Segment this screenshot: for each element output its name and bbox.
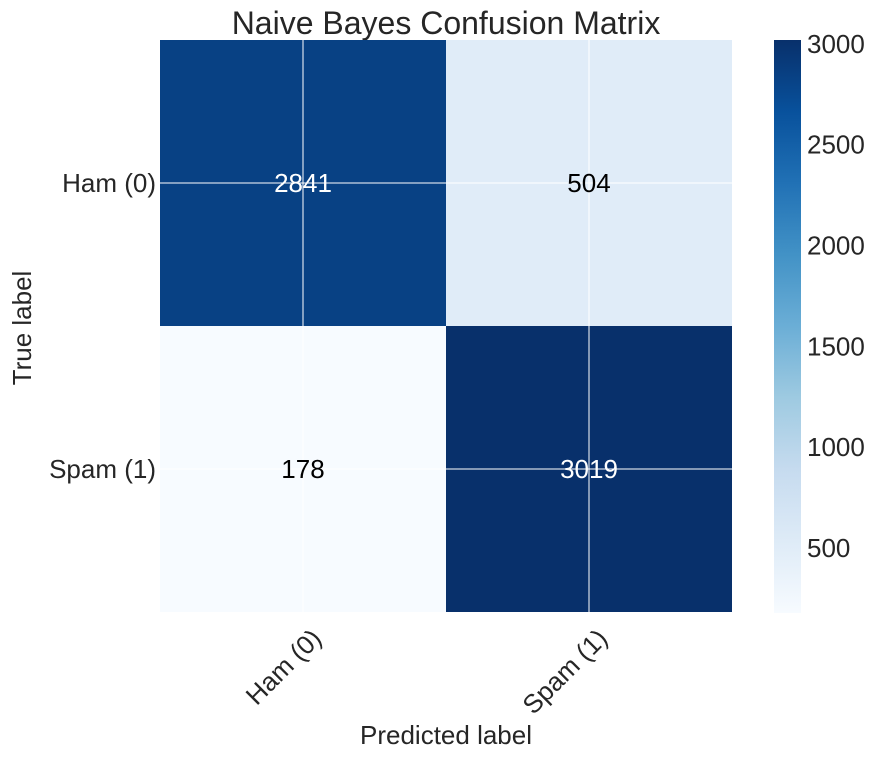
x-tick-labels: Ham (0) Spam (1): [240, 623, 614, 720]
y-axis-label: True label: [7, 271, 37, 386]
cell-value-labels: 2841 504 178 3019: [274, 168, 618, 484]
colorbar-tick-label: 2500: [807, 130, 865, 160]
colorbar-tick-label: 2000: [807, 231, 865, 261]
grid-lines: [160, 40, 732, 612]
x-axis-label: Predicted label: [360, 720, 532, 750]
colorbar-tick-label: 500: [807, 533, 850, 563]
chart-title: Naive Bayes Confusion Matrix: [232, 5, 661, 41]
x-tick-label: Ham (0): [240, 623, 328, 711]
y-tick-label: Spam (1): [49, 454, 156, 484]
y-tick-labels: Ham (0) Spam (1): [49, 168, 156, 484]
cell-value-label: 178: [281, 454, 324, 484]
cell-value-label: 3019: [560, 454, 618, 484]
colorbar: [774, 40, 801, 613]
heatmap-cells: [160, 40, 732, 612]
colorbar-tick-label: 1500: [807, 331, 865, 361]
x-tick-label: Spam (1): [516, 623, 613, 720]
cell-value-label: 504: [567, 168, 610, 198]
colorbar-ticks: 500 1000 1500 2000 2500 3000: [807, 29, 865, 563]
y-tick-label: Ham (0): [62, 168, 156, 198]
colorbar-tick-label: 1000: [807, 432, 865, 462]
cell-value-label: 2841: [274, 168, 332, 198]
colorbar-tick-label: 3000: [807, 29, 865, 59]
